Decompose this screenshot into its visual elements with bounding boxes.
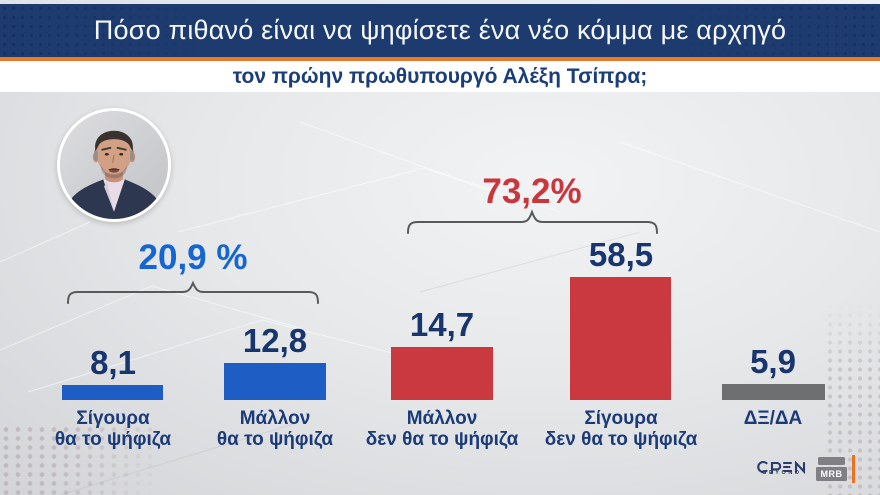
bar-label-line2: θα το ψήφιζα <box>216 428 334 450</box>
bar-value: 14,7 <box>409 306 475 343</box>
top-edge-strip <box>0 0 880 4</box>
portrait-illustration <box>60 111 168 219</box>
header-dots-left <box>0 4 210 57</box>
bar-category-label: Σίγουρα δεν θα το ψήφιζα <box>526 408 716 450</box>
page-subtitle: τον πρώην πρωθυπουργό Αλέξη Τσίπρα; <box>232 64 648 88</box>
page-title: Πόσο πιθανό είναι να ψηφίσετε ένα νέο κό… <box>93 15 787 45</box>
bar-value: 8,1 <box>90 344 136 381</box>
open-beyond-label: BEYOND <box>762 470 802 476</box>
bar-sigoura-tha <box>62 385 163 400</box>
bar-label-line1: ΔΞ/ΔΑ <box>743 408 803 429</box>
bar-label-line2: δεν θα το ψήφιζα <box>365 428 519 450</box>
bar-value: 12,8 <box>242 322 308 359</box>
open-tv-logo <box>757 460 806 475</box>
tsipras-portrait <box>57 108 171 222</box>
mrb-logo: MRB <box>816 457 847 481</box>
group-total-likely: 20,9 % <box>138 238 248 277</box>
bar-sigoura-den <box>570 277 671 400</box>
bar-category-label: Σίγουρα θα το ψήφιζα <box>18 408 208 450</box>
header-banner: Πόσο πιθανό είναι να ψηφίσετε ένα νέο κό… <box>0 4 880 57</box>
bar-category-label: ΔΞ/ΔΑ <box>678 408 868 430</box>
bar-value: 5,9 <box>750 343 796 380</box>
header-dots-right <box>670 4 880 57</box>
mrb-logo-text: MRB <box>816 467 847 481</box>
subtitle-band: τον πρώην πρωθυπουργό Αλέξη Τσίπρα; <box>0 61 880 92</box>
bar-label-line1: Μάλλον <box>406 408 478 429</box>
bar-mallon-den <box>391 347 493 400</box>
bar-value: 58,5 <box>588 236 654 273</box>
bar-label-line1: Σίγουρα <box>584 408 658 429</box>
bar-label-line2: δεν θα το ψήφιζα <box>544 428 698 450</box>
mrb-logo-bar <box>818 457 845 465</box>
bar-label-line1: Σίγουρα <box>76 408 150 429</box>
orange-tick-mark <box>852 455 855 483</box>
group-total-unlikely: 73,2% <box>482 172 582 211</box>
orange-divider <box>0 57 880 61</box>
dots-texture-bottom-left <box>0 425 160 495</box>
bar-dxda <box>722 384 825 400</box>
bar-label-line1: Μάλλον <box>239 408 311 429</box>
bar-category-label: Μάλλον θα το ψήφιζα <box>180 408 370 450</box>
bar-label-line2: θα το ψήφιζα <box>54 428 172 450</box>
bar-category-label: Μάλλον δεν θα το ψήφιζα <box>347 408 537 450</box>
bar-mallon-tha <box>224 363 326 400</box>
